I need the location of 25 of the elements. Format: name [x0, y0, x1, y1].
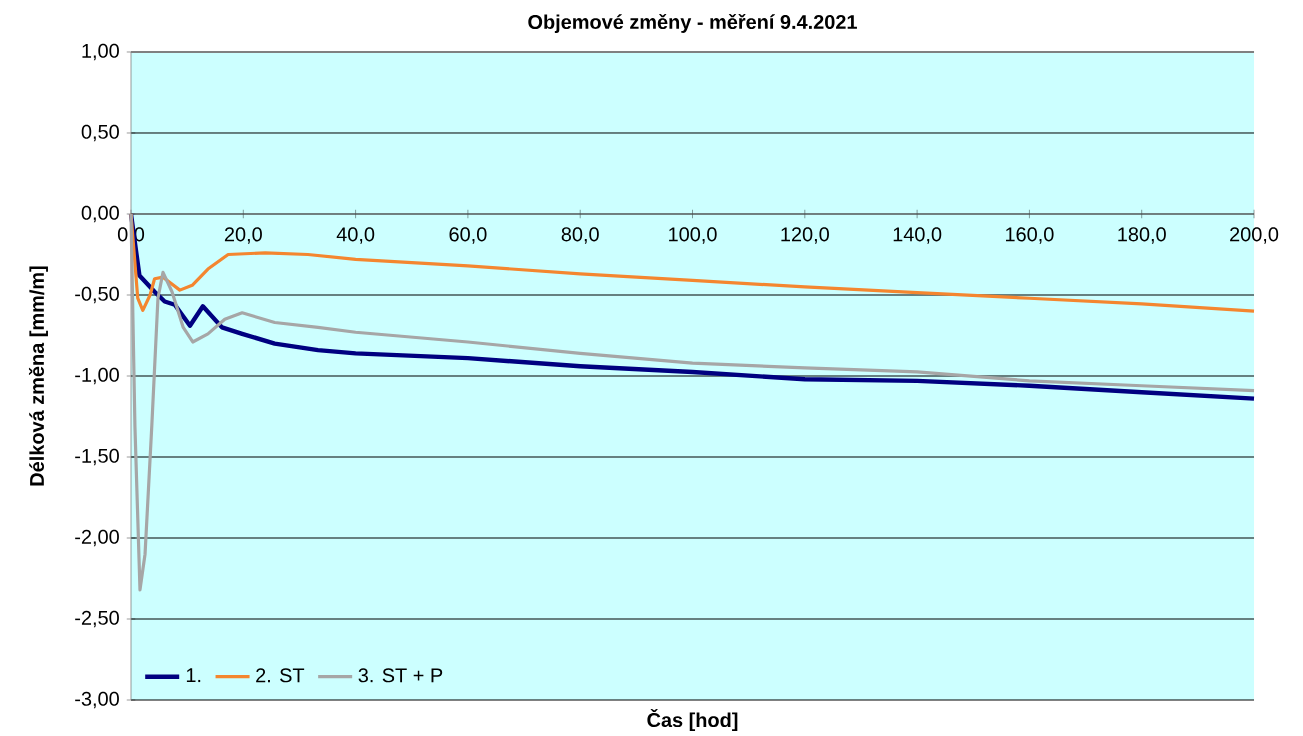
y-tick-label: -0,50 — [75, 286, 119, 304]
y-tick-label: -2,00 — [75, 529, 119, 547]
x-tick-label: 100,0 — [669, 227, 717, 244]
y-tick-label: -1,00 — [75, 367, 119, 385]
y-tick-label: 0,00 — [81, 205, 119, 223]
y-tick-label: 1,00 — [82, 43, 119, 61]
x-tick-label: 20,0 — [224, 227, 262, 244]
x-tick-label: 60,0 — [449, 227, 487, 244]
x-tick-label: 180,0 — [1118, 227, 1166, 244]
y-axis-title: Délková změna [mm/m] — [28, 266, 48, 486]
y-tick-label: -1,50 — [75, 448, 119, 466]
x-tick-label: 140,0 — [893, 227, 942, 244]
x-tick-label: 120,0 — [781, 227, 829, 244]
y-tick-label: -3,00 — [75, 691, 119, 709]
x-axis-title: Čas [hod] — [647, 709, 738, 732]
y-tick-label: 0,50 — [81, 124, 119, 142]
x-tick-label: 200,0 — [1230, 227, 1279, 244]
chart-title: Objemové změny - měření 9.4.2021 — [528, 13, 857, 33]
x-tick-label: 40,0 — [336, 227, 375, 244]
x-tick-label: 160,0 — [1006, 227, 1054, 244]
y-tick-label: -2,50 — [75, 610, 119, 628]
legend-label: 3. ST + P — [358, 668, 443, 683]
x-tick-label: 80,0 — [561, 227, 599, 244]
legend-label: 1. — [186, 668, 201, 683]
legend-label: 2. ST — [256, 668, 305, 683]
